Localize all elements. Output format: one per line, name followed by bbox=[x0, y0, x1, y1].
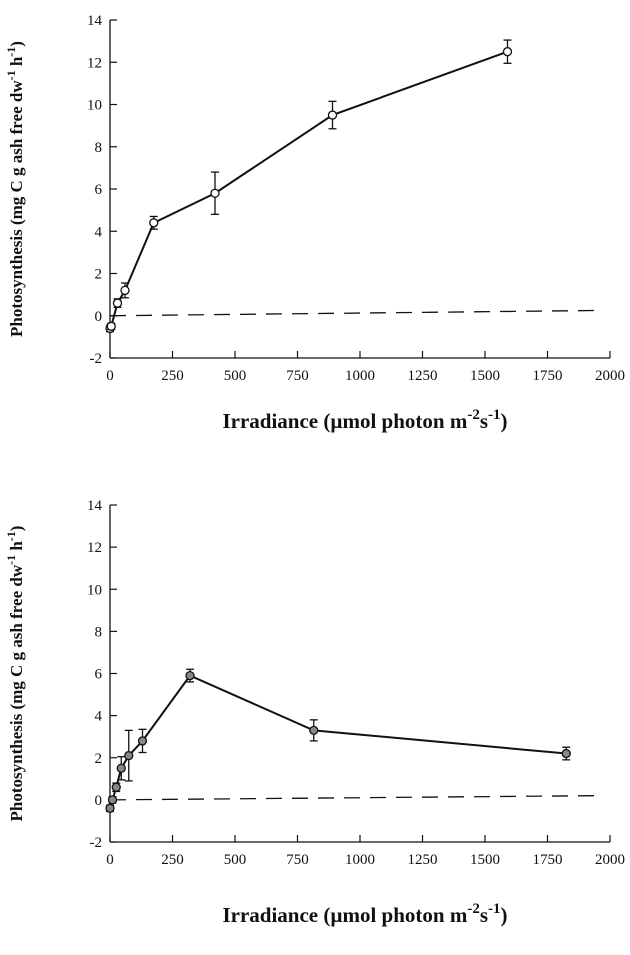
x-tick-label: 2000 bbox=[595, 852, 625, 868]
x-axis-label-end: ) bbox=[501, 903, 508, 927]
data-point bbox=[149, 218, 159, 228]
data-point bbox=[105, 803, 115, 813]
y-axis-label-main: Photosynthesis (mg C g ash free dw bbox=[7, 564, 26, 821]
x-tick-label: 2000 bbox=[595, 368, 625, 384]
x-axis-label: Irradiance (µmol photon m-2s-1) bbox=[222, 901, 507, 927]
data-point bbox=[561, 748, 571, 759]
reference-dashed-line bbox=[109, 795, 598, 801]
y-tick-label: -2 bbox=[90, 835, 103, 851]
data-point bbox=[137, 736, 148, 746]
x-tick-label: 1750 bbox=[533, 368, 563, 384]
y-tick-label: 0 bbox=[95, 309, 103, 325]
x-tick-label: 500 bbox=[224, 852, 247, 868]
reference-dashed-line bbox=[109, 309, 598, 317]
x-axis-label-main: Irradiance (µmol photon m bbox=[222, 903, 467, 927]
x-tick-label: 500 bbox=[224, 368, 247, 384]
data-point bbox=[106, 321, 116, 331]
data-point bbox=[502, 47, 513, 57]
data-point bbox=[309, 725, 319, 736]
x-tick-label: 750 bbox=[286, 368, 309, 384]
data-point bbox=[120, 285, 130, 296]
y-axis-label: Photosynthesis (mg C g ash free dw-1 h-1… bbox=[4, 41, 26, 337]
data-point bbox=[124, 750, 134, 761]
y-tick-label: 6 bbox=[95, 182, 103, 198]
y-tick-label: 12 bbox=[87, 540, 102, 556]
y-axis-label-mid: h bbox=[7, 541, 26, 555]
x-axis-label-end: ) bbox=[501, 409, 508, 433]
y-tick-label: 14 bbox=[87, 498, 103, 514]
y-tick-label: 0 bbox=[95, 793, 103, 809]
y-tick-label: 10 bbox=[87, 582, 102, 598]
x-axis-label-sup: -2 bbox=[467, 901, 480, 917]
y-tick-label: 12 bbox=[87, 55, 102, 71]
y-tick-label: 4 bbox=[95, 709, 103, 725]
x-tick-label: 1750 bbox=[533, 852, 563, 868]
y-axis-label-end: ) bbox=[7, 526, 26, 532]
y-axis-label-sup: -1 bbox=[4, 70, 18, 80]
y-tick-label: 8 bbox=[95, 624, 103, 640]
x-tick-label: 1000 bbox=[345, 368, 375, 384]
series-line bbox=[109, 50, 508, 329]
x-tick-label: 250 bbox=[161, 368, 184, 384]
y-tick-label: 2 bbox=[95, 751, 103, 767]
x-tick-label: 0 bbox=[106, 368, 114, 384]
y-axis-label-end: ) bbox=[7, 41, 26, 47]
data-point bbox=[210, 188, 220, 198]
data-point bbox=[185, 670, 195, 681]
x-tick-label: 1250 bbox=[408, 852, 438, 868]
x-tick-label: 250 bbox=[161, 852, 184, 868]
y-tick-label: 2 bbox=[95, 267, 103, 283]
y-axis-label-sup: -1 bbox=[4, 555, 18, 565]
data-point bbox=[327, 110, 338, 120]
y-tick-label: 6 bbox=[95, 667, 103, 683]
data-point bbox=[111, 782, 121, 792]
x-tick-label: 1500 bbox=[470, 852, 500, 868]
y-tick-label: 10 bbox=[87, 98, 102, 114]
y-axis-label-sup: -1 bbox=[4, 531, 18, 541]
y-tick-label: 14 bbox=[87, 13, 103, 29]
x-tick-label: 1250 bbox=[408, 368, 438, 384]
x-axis-label-sup: -1 bbox=[488, 407, 501, 423]
y-tick-label: 8 bbox=[95, 140, 103, 156]
y-tick-label: 4 bbox=[95, 224, 103, 240]
y-tick-label: -2 bbox=[90, 351, 103, 367]
x-axis-label-mid: s bbox=[480, 409, 488, 433]
y-axis-label-mid: h bbox=[7, 56, 26, 70]
x-axis-label: Irradiance (µmol photon m-2s-1) bbox=[222, 407, 507, 433]
data-point bbox=[112, 298, 123, 308]
x-axis-label-sup: -1 bbox=[488, 901, 501, 917]
x-axis-label-main: Irradiance (µmol photon m bbox=[222, 409, 467, 433]
x-tick-label: 1500 bbox=[470, 368, 500, 384]
x-axis-label-sup: -2 bbox=[467, 407, 480, 423]
x-tick-label: 750 bbox=[286, 852, 309, 868]
x-tick-label: 0 bbox=[106, 852, 114, 868]
y-axis-label-main: Photosynthesis (mg C g ash free dw bbox=[7, 80, 26, 337]
data-point bbox=[116, 763, 126, 773]
x-tick-label: 1000 bbox=[345, 852, 375, 868]
series-line bbox=[109, 674, 567, 809]
data-point bbox=[107, 795, 118, 805]
x-axis-label-mid: s bbox=[480, 903, 488, 927]
y-axis-label-sup: -1 bbox=[4, 47, 18, 57]
y-axis-label: Photosynthesis (mg C g ash free dw-1 h-1… bbox=[4, 526, 26, 822]
